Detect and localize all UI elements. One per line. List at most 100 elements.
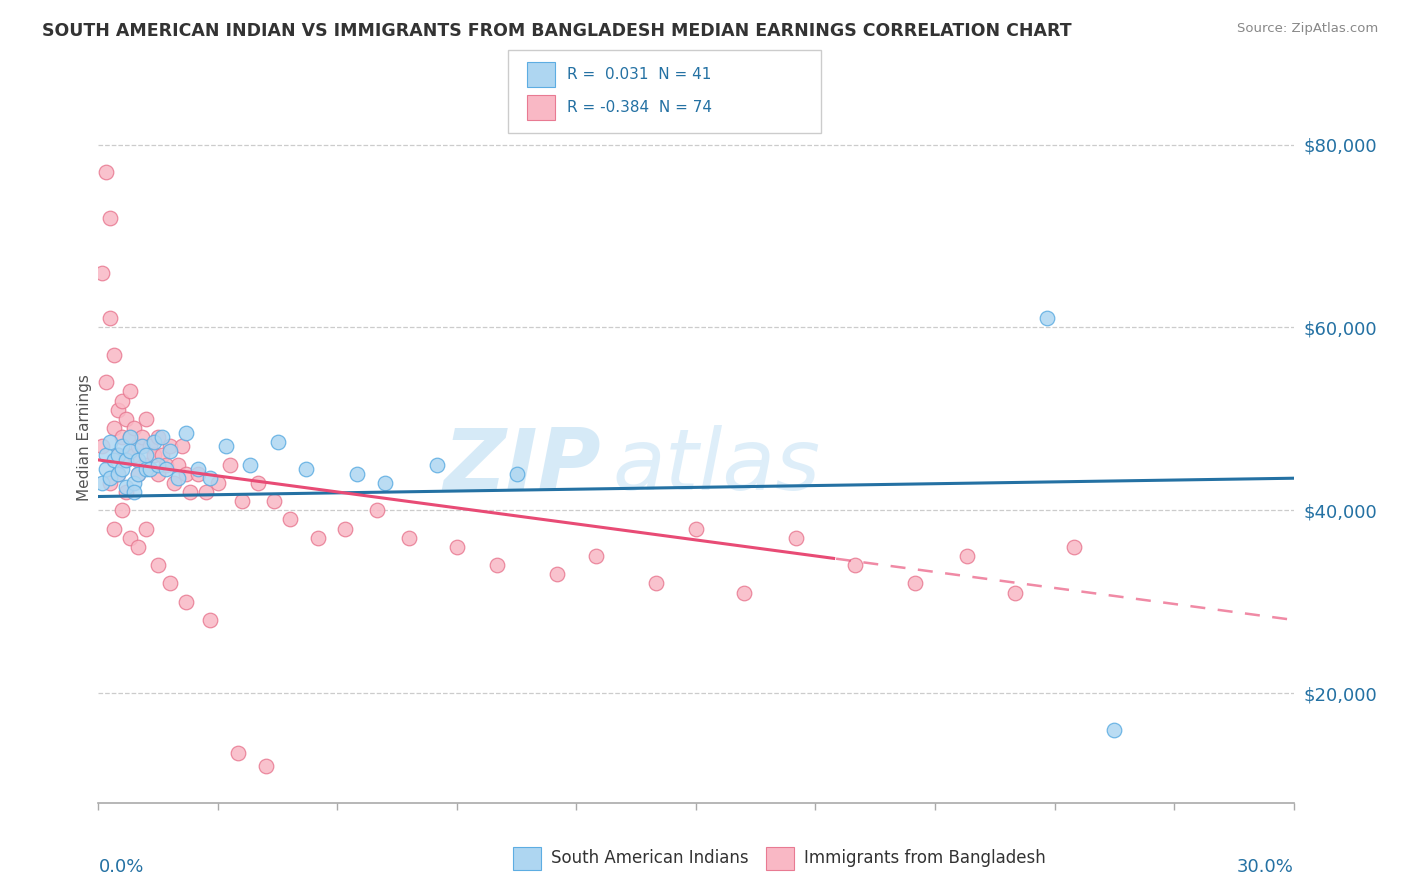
- Point: [159, 439, 181, 453]
- Point: [506, 467, 529, 481]
- Point: [267, 434, 290, 449]
- Text: R =  0.031  N = 41: R = 0.031 N = 41: [567, 68, 711, 82]
- Point: [307, 531, 329, 545]
- Point: [98, 311, 122, 326]
- Point: [135, 521, 157, 535]
- Point: [127, 467, 149, 481]
- Text: SOUTH AMERICAN INDIAN VS IMMIGRANTS FROM BANGLADESH MEDIAN EARNINGS CORRELATION : SOUTH AMERICAN INDIAN VS IMMIGRANTS FROM…: [42, 22, 1071, 40]
- Point: [111, 393, 134, 408]
- Point: [131, 430, 153, 444]
- Point: [956, 549, 979, 563]
- Text: South American Indians: South American Indians: [551, 849, 749, 867]
- Point: [127, 453, 149, 467]
- Text: 0.0%: 0.0%: [98, 858, 143, 876]
- Text: ZIP: ZIP: [443, 425, 600, 508]
- Point: [195, 484, 218, 499]
- Point: [124, 421, 146, 435]
- Point: [446, 540, 468, 554]
- Point: [546, 567, 568, 582]
- Point: [366, 503, 388, 517]
- Point: [120, 430, 142, 444]
- Point: [143, 448, 166, 462]
- Point: [785, 531, 807, 545]
- Point: [198, 613, 221, 627]
- Point: [155, 458, 177, 472]
- Point: [485, 558, 508, 573]
- Point: [120, 430, 142, 444]
- Point: [107, 448, 129, 462]
- Point: [124, 484, 146, 499]
- Point: [844, 558, 866, 573]
- Point: [239, 458, 262, 472]
- Point: [115, 480, 138, 494]
- Point: [148, 430, 170, 444]
- Point: [198, 471, 221, 485]
- Point: [111, 439, 134, 453]
- Point: [103, 453, 125, 467]
- Point: [246, 475, 269, 490]
- Point: [294, 462, 316, 476]
- Point: [135, 462, 157, 476]
- Point: [103, 348, 125, 362]
- Point: [645, 576, 668, 591]
- Point: [111, 430, 134, 444]
- Point: [172, 439, 194, 453]
- Point: [163, 475, 186, 490]
- Point: [1063, 540, 1085, 554]
- Point: [346, 467, 368, 481]
- Point: [107, 402, 129, 417]
- Point: [335, 521, 357, 535]
- Point: [167, 458, 190, 472]
- Point: [215, 439, 238, 453]
- Point: [115, 453, 138, 467]
- Point: [98, 434, 122, 449]
- Point: [150, 448, 173, 462]
- Point: [103, 521, 125, 535]
- Point: [91, 475, 114, 490]
- Point: [219, 458, 242, 472]
- Point: [111, 462, 134, 476]
- Point: [111, 503, 134, 517]
- Point: [143, 434, 166, 449]
- Point: [135, 448, 157, 462]
- Point: [207, 475, 229, 490]
- Point: [231, 494, 253, 508]
- Point: [150, 430, 173, 444]
- Point: [124, 448, 146, 462]
- Point: [120, 531, 142, 545]
- Point: [1035, 311, 1057, 326]
- Point: [1004, 585, 1026, 599]
- Point: [135, 458, 157, 472]
- Text: 30.0%: 30.0%: [1237, 858, 1294, 876]
- Point: [96, 165, 118, 179]
- Text: R = -0.384  N = 74: R = -0.384 N = 74: [567, 101, 711, 115]
- Point: [115, 484, 138, 499]
- Point: [96, 462, 118, 476]
- Point: [127, 467, 149, 481]
- Point: [103, 421, 125, 435]
- Point: [685, 521, 707, 535]
- Point: [174, 594, 197, 608]
- Point: [96, 375, 118, 389]
- Point: [120, 443, 142, 458]
- Point: [124, 475, 146, 490]
- Point: [135, 411, 157, 425]
- Y-axis label: Median Earnings: Median Earnings: [77, 374, 91, 500]
- Point: [167, 471, 190, 485]
- Point: [155, 462, 177, 476]
- Point: [91, 439, 114, 453]
- Point: [187, 467, 209, 481]
- Point: [148, 558, 170, 573]
- Point: [374, 475, 396, 490]
- Point: [98, 211, 122, 225]
- Point: [148, 467, 170, 481]
- Text: Source: ZipAtlas.com: Source: ZipAtlas.com: [1237, 22, 1378, 36]
- Point: [426, 458, 449, 472]
- Point: [107, 448, 129, 462]
- Point: [904, 576, 927, 591]
- Point: [139, 439, 162, 453]
- Point: [127, 439, 149, 453]
- Point: [1104, 723, 1126, 737]
- Text: atlas: atlas: [613, 425, 820, 508]
- Point: [187, 462, 209, 476]
